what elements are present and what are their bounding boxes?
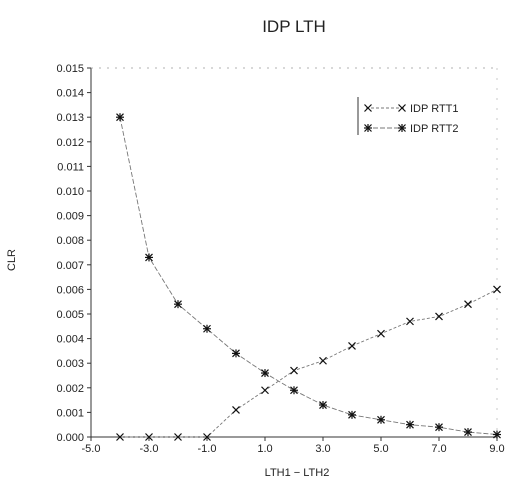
data-point [116,113,124,122]
y-tick-label: 0.002 [56,383,84,395]
data-point [464,428,472,437]
y-tick-label: 0.007 [56,260,84,272]
data-point [145,433,153,441]
y-tick-label: 0.009 [56,211,84,223]
data-point [232,349,240,358]
data-point [145,253,153,262]
data-point [261,369,269,378]
data-point [203,324,211,333]
legend-item: IDP RTT2 [364,123,459,135]
y-tick-label: 0.005 [56,309,84,321]
data-point [406,317,414,326]
data-point [348,342,356,350]
series-1 [116,285,501,441]
x-tick-label: -5.0 [82,443,101,455]
y-tick-label: 0.014 [56,88,84,100]
x-tick-label: 1.0 [257,443,272,455]
data-point [377,415,385,424]
data-point [464,300,472,309]
x-tick-label: -3.0 [140,443,159,455]
data-point [435,312,443,321]
y-tick-label: 0.008 [56,235,84,247]
x-tick-label: 3.0 [315,443,330,455]
y-axis-label: CLR [6,249,18,271]
y-tick-label: 0.001 [56,407,84,419]
legend: IDP RTT1 IDP RTT2 [357,97,459,135]
y-tick-label: 0.011 [57,161,84,173]
legend-label: IDP RTT1 [410,103,459,115]
data-point [261,386,269,395]
data-point [232,406,240,414]
x-tick-label: 9.0 [489,443,504,455]
data-point [174,300,182,309]
series-line [119,117,498,435]
legend-marker [398,104,406,112]
series-layer [116,113,501,441]
chart-title: IDP LTH [262,17,326,36]
legend-label: IDP RTT2 [410,123,459,135]
y-tick-label: 0.004 [56,334,84,346]
y-tick-label: 0.006 [56,284,84,296]
data-point [348,410,356,419]
x-axis-label: LTH1 − LTH2 [265,467,330,479]
data-point [319,401,327,410]
data-point [493,285,501,294]
x-tick-label: 5.0 [373,443,388,455]
data-point [116,433,124,441]
y-tick-label: 0.010 [56,186,84,198]
y-tick-label: 0.015 [56,63,84,75]
plot-area [90,67,498,438]
series-2 [116,113,501,439]
data-point [435,423,443,432]
data-point [377,329,385,338]
series-line [120,288,498,438]
data-point [290,366,298,375]
y-tick-label: 0.013 [56,112,84,124]
legend-marker [364,124,372,132]
data-point [406,420,414,429]
data-point [174,433,182,441]
data-point [203,433,211,441]
data-point [290,386,298,395]
x-tick-label: 7.0 [431,443,446,455]
legend-item: IDP RTT1 [364,103,459,115]
data-point [493,430,501,439]
x-axis: -5.0 -3.0 -1.0 1.0 3.0 5.0 7.0 9.0 [82,437,505,455]
x-tick-label: -1.0 [198,443,217,455]
y-tick-label: 0.012 [56,137,84,149]
legend-marker [398,124,406,132]
y-tick-label: 0.000 [56,432,84,444]
data-point [319,356,327,365]
legend-marker [364,104,372,112]
y-axis: 0.000 0.001 0.002 0.003 0.004 0.005 0.006 0.007… [56,63,91,444]
y-tick-label: 0.003 [56,358,84,370]
